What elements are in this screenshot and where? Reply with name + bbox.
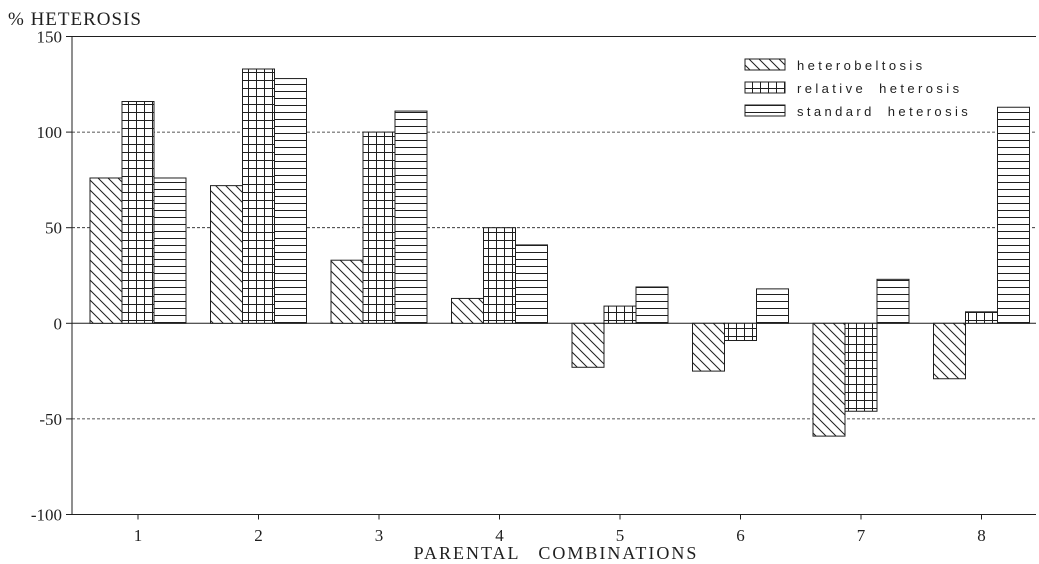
y-axis-title: % HETEROSIS <box>8 9 142 30</box>
bar-heterobeltosis-7 <box>812 322 846 437</box>
bar-heterobeltosis-5 <box>571 322 605 368</box>
bar-standard-heterosis-2 <box>274 78 307 324</box>
bar-standard-heterosis-5 <box>635 286 669 324</box>
legend-item-relative-heterosis: relative heterosis <box>744 81 962 96</box>
bar-relative-heterosis-7 <box>844 322 878 412</box>
legend-label-standard-heterosis: standard heterosis <box>797 104 971 119</box>
legend-label-relative-heterosis: relative heterosis <box>797 81 962 96</box>
legend-item-standard-heterosis: standard heterosis <box>744 104 971 119</box>
x-tick-label: 7 <box>857 526 866 545</box>
x-tick-label: 2 <box>254 526 263 545</box>
y-tick-label: 150 <box>37 27 63 46</box>
bar-relative-heterosis-3 <box>362 131 396 324</box>
bar-standard-heterosis-1 <box>153 177 187 324</box>
bar-relative-heterosis-8 <box>965 311 998 324</box>
bar-standard-heterosis-4 <box>515 244 548 324</box>
legend-label-heterobeltosis: heterobeltosis <box>797 58 926 73</box>
bar-heterobeltosis-3 <box>330 259 364 324</box>
x-axis-title: PARENTAL COMBINATIONS <box>414 543 699 563</box>
legend-swatch-standard-heterosis <box>744 104 786 117</box>
bar-relative-heterosis-2 <box>242 68 275 324</box>
y-tick-label: 50 <box>45 219 62 238</box>
bar-heterobeltosis-4 <box>451 297 484 324</box>
bar-standard-heterosis-3 <box>394 110 428 324</box>
bar-relative-heterosis-6 <box>724 322 757 342</box>
bar-standard-heterosis-6 <box>756 288 789 324</box>
bar-heterobeltosis-6 <box>692 322 725 372</box>
bars <box>89 68 1030 437</box>
legend-item-heterobeltosis: heterobeltosis <box>744 58 926 73</box>
y-tick-label: -100 <box>31 505 62 524</box>
x-tick-label: 5 <box>616 526 625 545</box>
x-axis-ticks: 1 2 3 4 5 6 7 8 <box>134 514 986 545</box>
y-tick-label: 100 <box>37 123 63 142</box>
axes <box>66 36 73 515</box>
bar-heterobeltosis-8 <box>933 322 966 380</box>
x-tick-label: 6 <box>736 526 745 545</box>
x-tick-label: 8 <box>977 526 986 545</box>
legend: heterobeltosis relative heterosis standard… <box>744 58 971 119</box>
x-tick-label: 4 <box>495 526 504 545</box>
bar-relative-heterosis-1 <box>121 101 155 324</box>
y-axis-ticks: 150 100 50 0 -50 -100 <box>31 27 62 524</box>
y-tick-label: -50 <box>39 410 62 429</box>
bar-heterobeltosis-2 <box>210 185 243 324</box>
bar-standard-heterosis-8 <box>997 106 1030 324</box>
bar-relative-heterosis-5 <box>603 305 637 324</box>
bar-heterobeltosis-1 <box>89 177 123 324</box>
legend-swatch-heterobeltosis <box>744 58 786 71</box>
x-tick-label: 3 <box>375 526 384 545</box>
bar-relative-heterosis-4 <box>483 227 516 324</box>
x-tick-label: 1 <box>134 526 143 545</box>
y-tick-label: 0 <box>54 314 63 333</box>
legend-swatch-relative-heterosis <box>744 81 786 94</box>
bar-standard-heterosis-7 <box>876 278 910 324</box>
